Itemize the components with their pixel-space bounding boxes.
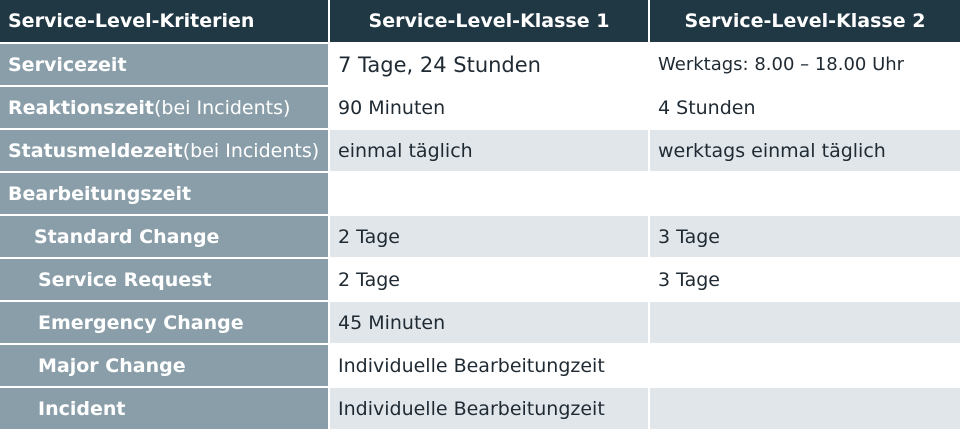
value-class-1: 2 Tage [330,216,650,259]
row-label-text: Standard Change [34,225,220,248]
row-label-text: Statusmeldezeit [8,139,183,162]
value-class-1: Individuelle Bearbeitungzeit [330,345,650,388]
row-label-major-change: Major Change [0,345,330,388]
row-label-text: Servicezeit [8,53,127,76]
row-label-emergency-change: Emergency Change [0,302,330,345]
row-label-service-request: Service Request [0,259,330,302]
value-class-1: Individuelle Bearbeitungzeit [330,388,650,431]
header-criteria: Service-Level-Kriterien [0,0,330,44]
value-class-1: 7 Tage, 24 Stunden [330,44,650,87]
value-class-2: Werktags: 8.00 – 18.00 Uhr [650,44,960,87]
header-class-1: Service-Level-Klasse 1 [330,0,650,44]
value-class-2: werktags einmal täglich [650,130,960,173]
value-class-1: 2 Tage [330,259,650,302]
value-class-1: 90 Minuten [330,87,650,130]
row-label-bearbeitungszeit: Bearbeitungszeit [0,173,330,216]
value-class-2 [650,388,960,431]
value-class-2 [650,173,960,216]
value-class-2: 3 Tage [650,216,960,259]
row-label-servicezeit: Servicezeit [0,44,330,87]
row-label-text: Emergency Change [38,311,244,334]
row-label-text: Bearbeitungszeit [8,182,192,205]
value-class-1: 45 Minuten [330,302,650,345]
value-class-2 [650,302,960,345]
row-label-standard-change: Standard Change [0,216,330,259]
value-class-1: einmal täglich [330,130,650,173]
row-label-statusmeldezeit: Statusmeldezeit (bei Incidents) [0,130,330,173]
value-class-2: 4 Stunden [650,87,960,130]
row-label-text: Incident [38,397,126,420]
header-class-2: Service-Level-Klasse 2 [650,0,960,44]
row-label-text: Major Change [38,354,186,377]
row-label-text: Reaktionszeit [8,96,154,119]
value-class-1 [330,173,650,216]
row-label-suffix: (bei Incidents) [154,96,291,119]
value-class-2: 3 Tage [650,259,960,302]
value-class-2 [650,345,960,388]
row-label-incident: Incident [0,388,330,431]
row-label-reaktionszeit: Reaktionszeit (bei Incidents) [0,87,330,130]
row-label-text: Service Request [38,268,212,291]
row-label-suffix: (bei Incidents) [182,139,320,162]
